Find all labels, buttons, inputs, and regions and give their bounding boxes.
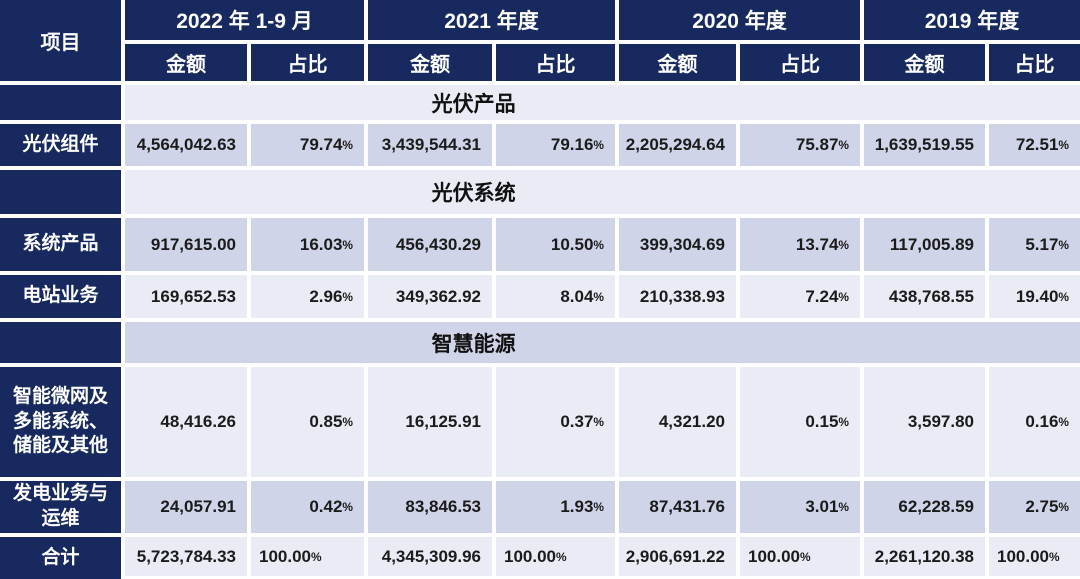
amount-cell: 2,205,294.64 — [619, 124, 736, 166]
ratio-cell: 7.24% — [740, 275, 860, 318]
amount-cell: 349,362.92 — [368, 275, 492, 318]
row-label-spacer — [0, 170, 121, 214]
ratio-cell: 2.75% — [989, 481, 1080, 533]
section-row-smart-energy: 智慧能源 — [125, 322, 1080, 363]
row-label: 智能微网及多能系统、储能及其他 — [0, 367, 121, 477]
row-label: 光伏组件 — [0, 124, 121, 166]
amount-cell: 24,057.91 — [125, 481, 247, 533]
total-amount-cell: 5,723,784.33 — [125, 537, 247, 576]
period-header-2022: 2022 年 1-9 月 — [125, 0, 364, 40]
row-label: 系统产品 — [0, 218, 121, 271]
ratio-cell: 0.85% — [251, 367, 364, 477]
amount-header: 金额 — [619, 44, 736, 81]
amount-cell: 3,597.80 — [864, 367, 985, 477]
total-ratio-cell: 100.00% — [989, 537, 1080, 576]
amount-cell: 456,430.29 — [368, 218, 492, 271]
ratio-cell: 0.15% — [740, 367, 860, 477]
amount-header: 金额 — [125, 44, 247, 81]
amount-cell: 169,652.53 — [125, 275, 247, 318]
ratio-cell: 0.16% — [989, 367, 1080, 477]
ratio-cell: 75.87% — [740, 124, 860, 166]
total-ratio-cell: 100.00% — [496, 537, 615, 576]
total-amount-cell: 4,345,309.96 — [368, 537, 492, 576]
ratio-cell: 8.04% — [496, 275, 615, 318]
amount-cell: 87,431.76 — [619, 481, 736, 533]
ratio-cell: 0.42% — [251, 481, 364, 533]
amount-cell: 4,321.20 — [619, 367, 736, 477]
project-column-header: 项目 — [0, 0, 121, 81]
amount-cell: 48,416.26 — [125, 367, 247, 477]
ratio-header: 占比 — [989, 44, 1080, 81]
period-header-2019: 2019 年度 — [864, 0, 1080, 40]
section-row-pv-products: 光伏产品 — [125, 85, 1080, 120]
total-ratio-cell: 100.00% — [740, 537, 860, 576]
ratio-cell: 1.93% — [496, 481, 615, 533]
ratio-cell: 3.01% — [740, 481, 860, 533]
ratio-header: 占比 — [740, 44, 860, 81]
amount-cell: 917,615.00 — [125, 218, 247, 271]
ratio-cell: 16.03% — [251, 218, 364, 271]
ratio-cell: 0.37% — [496, 367, 615, 477]
amount-cell: 210,338.93 — [619, 275, 736, 318]
ratio-cell: 79.16% — [496, 124, 615, 166]
ratio-cell: 2.96% — [251, 275, 364, 318]
total-amount-cell: 2,261,120.38 — [864, 537, 985, 576]
period-header-2020: 2020 年度 — [619, 0, 860, 40]
row-label: 电站业务 — [0, 275, 121, 318]
amount-cell: 62,228.59 — [864, 481, 985, 533]
ratio-cell: 10.50% — [496, 218, 615, 271]
amount-cell: 438,768.55 — [864, 275, 985, 318]
row-label: 发电业务与运维 — [0, 481, 121, 533]
amount-cell: 399,304.69 — [619, 218, 736, 271]
period-header-2021: 2021 年度 — [368, 0, 615, 40]
ratio-cell: 72.51% — [989, 124, 1080, 166]
amount-header: 金额 — [368, 44, 492, 81]
total-row-label: 合计 — [0, 537, 121, 579]
amount-cell: 1,639,519.55 — [864, 124, 985, 166]
amount-cell: 16,125.91 — [368, 367, 492, 477]
total-ratio-cell: 100.00% — [251, 537, 364, 576]
amount-cell: 117,005.89 — [864, 218, 985, 271]
ratio-cell: 5.17% — [989, 218, 1080, 271]
ratio-cell: 13.74% — [740, 218, 860, 271]
row-label-spacer — [0, 322, 121, 363]
amount-cell: 4,564,042.63 — [125, 124, 247, 166]
total-amount-cell: 2,906,691.22 — [619, 537, 736, 576]
section-row-pv-systems: 光伏系统 — [125, 170, 1080, 214]
amount-cell: 3,439,544.31 — [368, 124, 492, 166]
amount-header: 金额 — [864, 44, 985, 81]
ratio-header: 占比 — [251, 44, 364, 81]
row-label-spacer — [0, 85, 121, 120]
amount-cell: 83,846.53 — [368, 481, 492, 533]
ratio-cell: 79.74% — [251, 124, 364, 166]
ratio-cell: 19.40% — [989, 275, 1080, 318]
ratio-header: 占比 — [496, 44, 615, 81]
